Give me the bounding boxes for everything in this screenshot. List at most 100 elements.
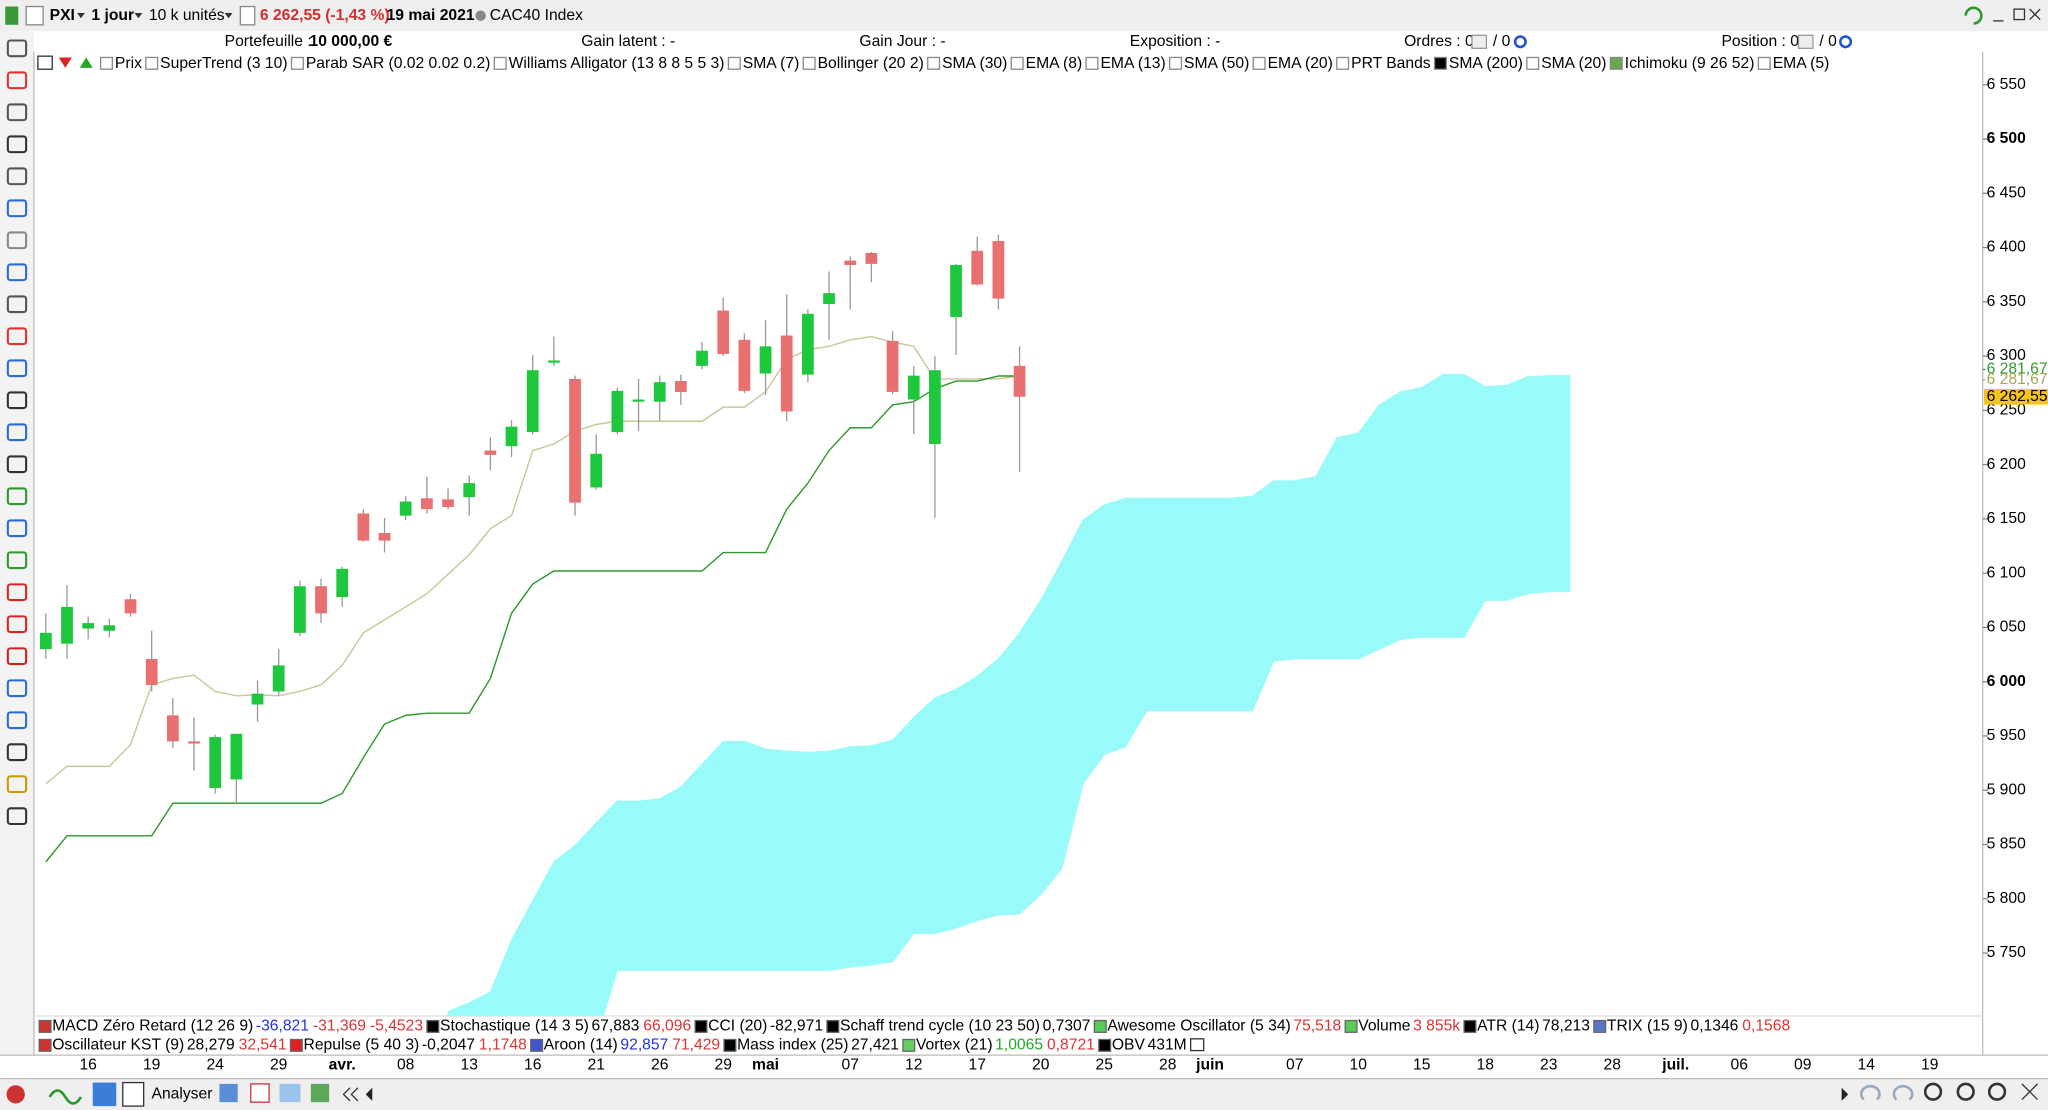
overlay-name[interactable]: SMA (200) [1449, 55, 1523, 72]
overlay-checkbox[interactable] [727, 56, 741, 70]
tool-icon[interactable] [6, 71, 28, 90]
indicator-swatch[interactable] [694, 1019, 708, 1033]
tool-icon[interactable] [6, 423, 28, 442]
indicator-name[interactable]: Repulse (5 40 3) [304, 1037, 420, 1054]
indicator-swatch[interactable] [1093, 1019, 1107, 1033]
position-button[interactable] [1797, 34, 1814, 49]
indicator-name[interactable]: Oscillateur KST (9) [52, 1037, 184, 1054]
indicator-swatch[interactable] [723, 1038, 737, 1052]
indicator-swatch[interactable] [826, 1019, 840, 1033]
overlay-name[interactable]: Williams Alligator (13 8 8 5 5 3) [509, 55, 725, 72]
scroll-left[interactable] [365, 1087, 373, 1101]
chat-icon[interactable] [219, 1083, 238, 1103]
indicator-swatch[interactable] [426, 1019, 440, 1033]
position-settings[interactable] [1839, 35, 1853, 49]
reset-zoom[interactable] [2021, 1083, 2039, 1101]
overlay-checkbox[interactable] [1252, 56, 1266, 70]
indicator-name[interactable]: CCI (20) [708, 1018, 767, 1035]
overlay-name[interactable]: SuperTrend (3 10) [160, 55, 287, 72]
tool-icon[interactable] [6, 391, 28, 410]
overlay-name[interactable]: Bollinger (20 2) [818, 55, 924, 72]
indicator-swatch[interactable] [1593, 1019, 1607, 1033]
overlay-name[interactable]: Ichimoku (9 26 52) [1625, 55, 1755, 72]
overlay-checkbox[interactable] [145, 56, 159, 70]
overlay-name[interactable]: EMA (5) [1773, 55, 1830, 72]
scroll-right[interactable] [1841, 1087, 1849, 1101]
tool-icon[interactable] [6, 103, 28, 122]
tool-icon[interactable] [6, 231, 28, 250]
overlay-checkbox[interactable] [927, 56, 941, 70]
indicator-swatch[interactable] [38, 1019, 52, 1033]
panel-icon[interactable] [122, 1081, 145, 1107]
tool-icon[interactable] [6, 327, 28, 346]
tool-icon[interactable] [6, 583, 28, 602]
chart-icon[interactable] [310, 1083, 330, 1103]
tool-icon[interactable] [6, 487, 28, 506]
table-icon[interactable] [250, 1083, 270, 1103]
overlay-checkbox[interactable] [290, 56, 304, 70]
tool-icon[interactable] [6, 615, 28, 634]
analyse-button[interactable]: Analyser [152, 1085, 213, 1102]
tool-icon[interactable] [6, 295, 28, 314]
orders-settings[interactable] [1513, 35, 1527, 49]
indicator-swatch[interactable] [1463, 1019, 1477, 1033]
tool-icon[interactable] [6, 167, 28, 186]
dropdown-arrow[interactable] [77, 13, 85, 19]
indicator-name[interactable]: Schaff trend cycle (10 23 50) [840, 1018, 1040, 1035]
window-icon[interactable] [279, 1083, 301, 1103]
maximize-button[interactable] [2013, 8, 2026, 21]
orders-button[interactable] [1471, 34, 1488, 49]
overlay-checkbox[interactable] [1336, 56, 1350, 70]
indicator-swatch[interactable] [902, 1038, 916, 1052]
zoom-area[interactable] [1923, 1082, 1943, 1101]
tool-icon[interactable] [6, 455, 28, 474]
overlay-checkbox[interactable] [802, 56, 816, 70]
expand-icon[interactable] [1189, 1038, 1205, 1052]
share-icon[interactable] [92, 1082, 117, 1107]
tool-icon[interactable] [6, 775, 28, 794]
price-up-icon[interactable] [79, 57, 93, 68]
indicator-name[interactable]: Volume [1358, 1018, 1411, 1035]
overlay-checkbox[interactable] [1526, 56, 1540, 70]
info-icon[interactable] [239, 5, 256, 26]
overlay-name[interactable]: EMA (13) [1100, 55, 1165, 72]
overlay-checkbox[interactable] [493, 56, 507, 70]
undo-button[interactable] [1859, 1084, 1881, 1101]
overlay-name[interactable]: Parab SAR (0.02 0.02 0.2) [306, 55, 491, 72]
indicator-swatch[interactable] [1344, 1019, 1358, 1033]
tool-icon[interactable] [6, 39, 28, 58]
overlay-name[interactable]: EMA (8) [1026, 55, 1083, 72]
app-icon[interactable] [5, 6, 19, 25]
overlay-checkbox[interactable] [1757, 56, 1771, 70]
indicator-icon[interactable] [48, 1089, 83, 1105]
overlay-checkbox[interactable] [1169, 56, 1183, 70]
indicator-swatch[interactable] [289, 1038, 303, 1052]
tool-icon[interactable] [6, 359, 28, 378]
refresh-icon[interactable] [1964, 6, 1983, 25]
symbol-icon[interactable] [25, 5, 44, 26]
tool-icon[interactable] [6, 647, 28, 666]
overlay-name[interactable]: SMA (20) [1541, 55, 1606, 72]
indicator-name[interactable]: MACD Zéro Retard (12 26 9) [52, 1018, 253, 1035]
tool-icon[interactable] [6, 807, 28, 826]
indicator-name[interactable]: OBV [1112, 1037, 1146, 1054]
dropdown-arrow[interactable] [134, 13, 143, 19]
indicator-name[interactable]: TRIX (15 9) [1607, 1018, 1688, 1035]
overlay-checkbox[interactable] [1085, 56, 1099, 70]
dropdown-arrow[interactable] [224, 13, 233, 19]
symbol[interactable]: PXI [50, 7, 75, 24]
indicator-name[interactable]: Vortex (21) [916, 1037, 993, 1054]
overlay-checkbox[interactable] [1433, 56, 1447, 70]
overlay-checkbox[interactable] [99, 56, 113, 70]
indicator-name[interactable]: Aroon (14) [544, 1037, 618, 1054]
units[interactable]: 10 k unités [149, 7, 225, 24]
zoom-in[interactable] [1987, 1082, 2007, 1101]
indicator-name[interactable]: Stochastique (14 3 5) [440, 1018, 589, 1035]
overlay-name[interactable]: PRT Bands [1351, 55, 1431, 72]
indicator-swatch[interactable] [1098, 1038, 1112, 1052]
price-down-icon[interactable] [58, 57, 72, 68]
tool-icon[interactable] [6, 711, 28, 730]
overlay-checkbox[interactable] [1010, 56, 1024, 70]
tool-icon[interactable] [6, 199, 28, 218]
indicator-name[interactable]: ATR (14) [1477, 1018, 1539, 1035]
